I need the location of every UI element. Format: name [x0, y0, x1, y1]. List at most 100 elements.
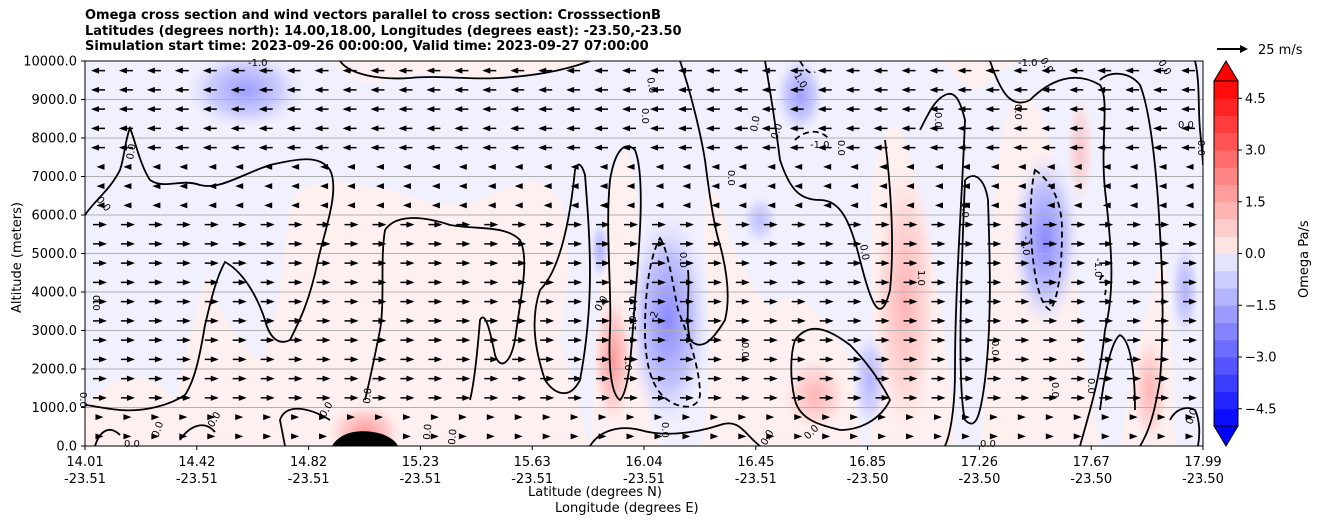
reference-vector [1217, 45, 1248, 53]
wind-vector-head [263, 414, 272, 421]
wind-vector-head [1129, 414, 1138, 421]
wind-vector-head [314, 86, 323, 93]
wind-vector-head [118, 86, 127, 93]
wind-vector-head [602, 317, 611, 324]
negative-contour [644, 236, 701, 408]
wind-vector-head [538, 125, 547, 132]
wind-vector-head [630, 260, 639, 267]
wind-vector-head [909, 394, 918, 401]
wind-vector-head [909, 375, 918, 382]
wind-vector-head [182, 221, 191, 228]
negative-core [775, 61, 825, 135]
wind-vector-head [1045, 414, 1054, 421]
wind-vector-head [146, 67, 155, 74]
wind-vector-head [965, 279, 974, 286]
wind-vector-head [1013, 67, 1022, 74]
wind-vector-head [682, 202, 691, 209]
wind-vector-head [266, 221, 275, 228]
wind-vector-head [710, 414, 719, 421]
wind-vector-head [514, 163, 523, 170]
wind-vector-head [574, 394, 583, 401]
wind-vector-head [1041, 106, 1050, 113]
wind-vector-head [126, 298, 135, 305]
wind-vector-head [657, 298, 666, 305]
wind-vector-head [622, 67, 631, 74]
colorbar-tick-label: 0.0 [1245, 247, 1266, 262]
wind-vector-head [713, 240, 722, 247]
wind-vector-head [482, 86, 491, 93]
wind-vector-head [202, 67, 211, 74]
wind-vector-head [322, 240, 331, 247]
wind-vector-head [98, 356, 107, 363]
wind-vector-head [370, 125, 379, 132]
wind-vector-head [90, 144, 99, 151]
wind-vector-head [1102, 163, 1111, 170]
wind-vector-head [901, 86, 910, 93]
wind-vector-head [1129, 163, 1138, 170]
wind-vector-head [817, 144, 826, 151]
wind-vector-head [654, 433, 663, 440]
wind-vector-head [879, 183, 888, 190]
negative-contour [1099, 275, 1107, 296]
wind-vector-head [542, 414, 551, 421]
wind-vector-head [797, 260, 806, 267]
wind-vector-head [1189, 279, 1198, 286]
wind-vector-head [402, 202, 411, 209]
wind-vector-head [123, 183, 132, 190]
wind-vector-head [741, 260, 750, 267]
wind-vector-head [657, 260, 666, 267]
wind-vector-head [602, 260, 611, 267]
wind-vector-head [937, 317, 946, 324]
wind-vector-head [993, 356, 1002, 363]
wind-vector-head [123, 433, 132, 440]
wind-vector-head [462, 337, 471, 344]
wind-vector-head [546, 298, 555, 305]
wind-vector-head [286, 67, 295, 74]
wind-vector-head [655, 183, 664, 190]
contour-label: -2 [647, 310, 661, 323]
wind-vector-head [546, 221, 555, 228]
wind-vector-head [713, 298, 722, 305]
wind-vector-head [993, 240, 1002, 247]
wind-vector-head [630, 240, 639, 247]
wind-vector-head [1017, 163, 1026, 170]
wind-vector-head [210, 260, 219, 267]
wind-vector-head [319, 433, 328, 440]
wind-vector-head [1161, 260, 1170, 267]
colorbar-band [1214, 253, 1238, 272]
wind-vector-head [210, 375, 219, 382]
wind-vector-head [182, 394, 191, 401]
wind-vector-head [853, 394, 862, 401]
wind-vector-head [1129, 433, 1138, 440]
wind-vector-head [599, 202, 608, 209]
wind-vector-head [462, 394, 471, 401]
wind-vector-head [1069, 86, 1078, 93]
wind-vector-head [546, 317, 555, 324]
wind-vector-head [546, 394, 555, 401]
wind-vector-head [154, 317, 163, 324]
wind-vector-head [230, 67, 239, 74]
x-tick-label-longitude: -23.51 [64, 472, 106, 487]
wind-vector-head [766, 414, 775, 421]
wind-vector-head [238, 317, 247, 324]
wind-vector-head [482, 144, 491, 151]
wind-vector-head [182, 317, 191, 324]
wind-vector-head [126, 240, 135, 247]
wind-vector-head [406, 260, 415, 267]
wind-vector-head [1157, 414, 1166, 421]
wind-vector-head [850, 433, 859, 440]
zero-contour [764, 61, 893, 310]
wind-vector-head [1101, 433, 1110, 440]
wind-vector-head [294, 394, 303, 401]
wind-vector-head [378, 221, 387, 228]
wind-vector-head [266, 394, 275, 401]
wind-vector-head [98, 337, 107, 344]
wind-vector-head [314, 144, 323, 151]
wind-vector-head [179, 183, 188, 190]
wind-vector-head [630, 356, 639, 363]
wind-vector-head [1077, 260, 1086, 267]
wind-vector-head [266, 240, 275, 247]
wind-vector-head [347, 163, 356, 170]
wind-vector-head [174, 86, 183, 93]
y-tick-label: 10000.0 [23, 55, 77, 70]
